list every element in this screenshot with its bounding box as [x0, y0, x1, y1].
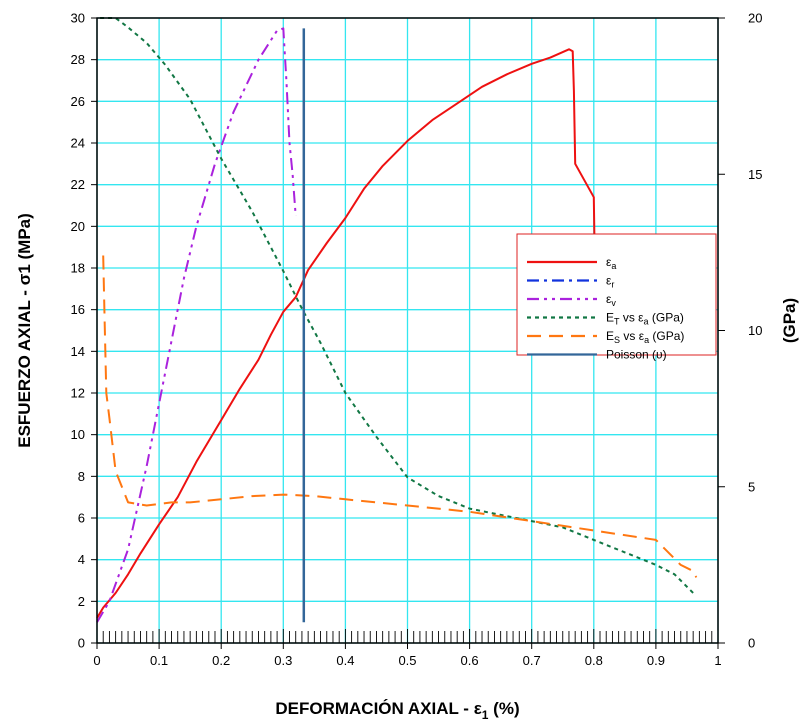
y2-tick-label: 20: [748, 11, 762, 26]
y2-axis-title: (GPa): [780, 298, 799, 343]
legend-label-1: εr: [606, 274, 614, 290]
y-tick-label: 4: [78, 552, 85, 567]
y2-tick-label: 15: [748, 167, 762, 182]
series-line-3: [102, 255, 698, 578]
y2-tick-label: 5: [748, 479, 755, 494]
x-axis-title-unit: (%): [488, 699, 519, 718]
y-tick-label: 0: [78, 636, 85, 651]
y-tick-label: 24: [71, 136, 85, 151]
y-tick-label: 22: [71, 177, 85, 192]
y-tick-label: 10: [71, 427, 85, 442]
y2-tick-label: 10: [748, 323, 762, 338]
y-tick-label: 26: [71, 94, 85, 109]
x-minor-ticks: [96, 629, 719, 643]
y-tick-label: 6: [78, 511, 85, 526]
y-tick-label: 14: [71, 344, 85, 359]
y-tick-label: 28: [71, 52, 85, 67]
x-axis-title-subscript: 1: [482, 708, 489, 722]
legend-label-5: Poisson (υ): [606, 348, 667, 362]
legend-box: [516, 233, 717, 356]
y-tick-label: 8: [78, 469, 85, 484]
axes-tick-labels: 0 0.1 0.2 0.3 0.4 0.5 0.6 0.7 0.8 0.9 102468101214…: [71, 11, 763, 669]
x-tick-label: 1: [714, 653, 721, 668]
x-tick-label: 0.2: [212, 653, 230, 668]
legend-label-3: ET vs εa (GPa): [606, 311, 684, 327]
series-line-0: [96, 48, 596, 619]
legend-label-4: ES vs εa (GPa): [606, 329, 684, 345]
y-tick-label: 18: [71, 261, 85, 276]
y2-tick-label: 0: [748, 636, 755, 651]
y-axis-title: ESFUERZO AXIAL - σ1 (MPa): [15, 213, 34, 448]
x-tick-label: 0.9: [647, 653, 665, 668]
x-tick-label: 0.4: [336, 653, 354, 668]
series-layer: [96, 17, 698, 623]
y-tick-label: 16: [71, 302, 85, 317]
x-tick-label: 0: [93, 653, 100, 668]
x-tick-label: 0.8: [585, 653, 603, 668]
x-tick-label: 0.5: [398, 653, 416, 668]
series-line-1: [96, 27, 297, 623]
legend-label-0: εa: [606, 255, 616, 271]
legend-label-2: εv: [606, 292, 616, 308]
y-tick-label: 2: [78, 594, 85, 609]
y-tick-label: 30: [71, 11, 85, 26]
y-tick-label: 20: [71, 219, 85, 234]
x-tick-label: 0.1: [150, 653, 168, 668]
x-tick-label: 0.7: [523, 653, 541, 668]
legend: εa εr εv ET vs εa (GPa) ES vs εa (GPa) Poisso…: [516, 233, 717, 362]
x-tick-label: 0.3: [274, 653, 292, 668]
x-axis-title: DEFORMACIÓN AXIAL - ε1 (%): [275, 699, 519, 722]
y-tick-label: 12: [71, 386, 85, 401]
x-tick-label: 0.6: [461, 653, 479, 668]
